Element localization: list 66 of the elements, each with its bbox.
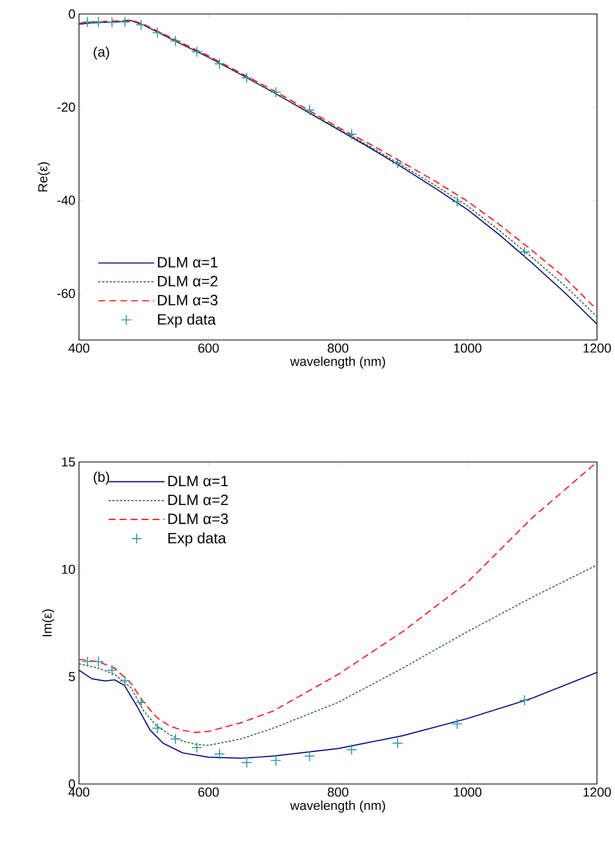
- point: [452, 718, 463, 730]
- x-tick-label: 1000: [454, 788, 482, 797]
- y-tick-label: 0: [68, 9, 76, 19]
- point: [191, 742, 203, 754]
- point: [82, 16, 94, 28]
- point: [270, 754, 282, 766]
- point: [214, 58, 226, 70]
- point: [519, 694, 530, 706]
- x-tick-label: 800: [328, 344, 348, 353]
- x-tick-label: 1200: [584, 344, 612, 353]
- line-series: [79, 564, 598, 746]
- point: [241, 756, 252, 768]
- point: [170, 35, 182, 47]
- y-tick-label: -40: [57, 196, 76, 205]
- y-tick-label: 0: [68, 779, 76, 789]
- x-tick-label: 1200: [584, 788, 612, 797]
- point: [120, 16, 131, 28]
- point: [106, 664, 118, 676]
- legend-label: DLM α=2: [158, 276, 218, 286]
- y-tick-label: -60: [57, 288, 76, 298]
- point: [106, 16, 118, 28]
- point: [214, 748, 226, 760]
- line-series: [79, 670, 598, 759]
- x-tick-label: 400: [68, 344, 90, 353]
- x-tick-label: 1000: [454, 344, 482, 353]
- y-tick-label: 10: [62, 564, 76, 574]
- point: [120, 675, 131, 687]
- legend-label: DLM α=3: [158, 294, 218, 306]
- legend-label: Exp data: [158, 314, 216, 328]
- legend-label: Exp data: [168, 532, 226, 546]
- point: [170, 733, 182, 744]
- annotation: (b): [94, 472, 110, 485]
- x-tick-label: 600: [198, 788, 219, 797]
- y-axis-title: Re(ε): [38, 162, 50, 192]
- point: [93, 656, 104, 668]
- y-tick-label: 5: [68, 672, 76, 682]
- y-axis-title: Im(ε): [42, 609, 54, 636]
- x-tick-label: 400: [68, 788, 90, 797]
- point: [452, 196, 463, 208]
- point: [136, 696, 147, 708]
- point: [136, 19, 147, 30]
- y-tick-label: -20: [57, 102, 76, 112]
- point: [304, 104, 316, 116]
- point: [346, 128, 358, 140]
- x-axis-title: wavelength (nm): [290, 800, 386, 813]
- legend-label: DLM α=1: [168, 476, 228, 486]
- point: [82, 656, 94, 668]
- x-tick-label: 600: [198, 344, 219, 353]
- point: [346, 744, 358, 756]
- point: [392, 738, 404, 749]
- legend-label: DLM α=2: [168, 494, 228, 506]
- x-tick-label: 800: [328, 788, 348, 797]
- point: [241, 72, 252, 84]
- legend-label: DLM α=1: [158, 257, 218, 268]
- point: [152, 27, 164, 38]
- point: [152, 722, 164, 734]
- point: [519, 246, 530, 258]
- point: [392, 157, 404, 169]
- point: [93, 16, 104, 28]
- point: [191, 46, 203, 58]
- y-tick-label: 15: [62, 457, 76, 467]
- point: [270, 86, 282, 98]
- annotation: (a): [94, 46, 110, 60]
- legend-label: DLM α=3: [168, 514, 228, 524]
- x-axis-title: wavelength (nm): [290, 356, 386, 369]
- point: [304, 750, 316, 762]
